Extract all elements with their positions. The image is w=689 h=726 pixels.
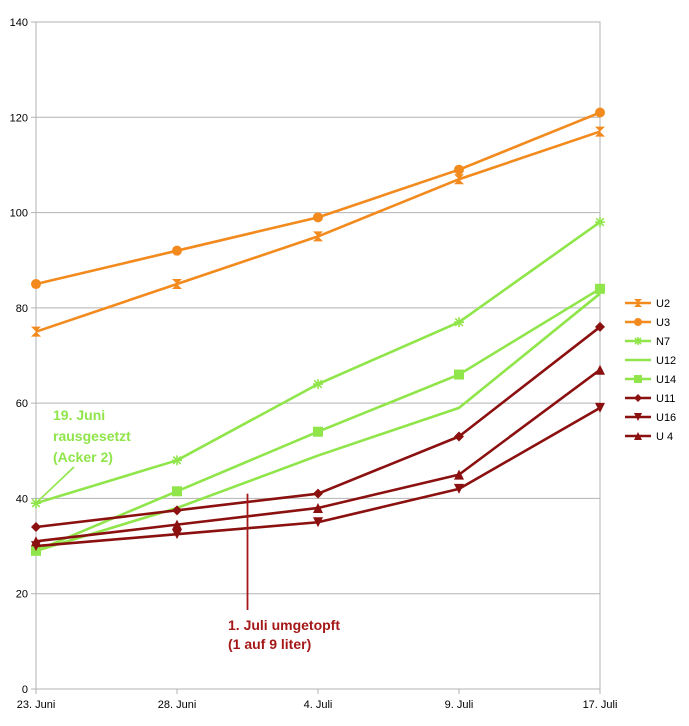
point-marker — [595, 217, 605, 228]
point-marker — [595, 107, 605, 118]
legend-label: N7 — [656, 336, 670, 348]
series-u12 — [35, 292, 601, 553]
annotations: 19. Juni rausgesetzt (Acker 2) 1. Juli umge… — [37, 407, 340, 652]
x-tick-label: 23. Juni — [17, 699, 56, 711]
legend-label: U16 — [656, 412, 676, 424]
axes: 0 20 40 60 80 100 120 140 23. Juni 28. Juni 4. Jul… — [10, 17, 618, 711]
point-marker — [313, 231, 323, 242]
point-marker — [634, 318, 642, 326]
series-u3 — [31, 107, 605, 290]
point-marker — [313, 379, 323, 390]
y-tick-label: 0 — [22, 684, 28, 696]
point-marker — [172, 486, 182, 497]
point-marker — [595, 283, 605, 294]
annotation-text: rausgesetzt — [53, 428, 131, 444]
legend-item: N7 — [625, 336, 670, 348]
point-marker — [454, 164, 464, 175]
point-marker — [454, 317, 464, 328]
star-stroke — [172, 455, 182, 465]
series-u14 — [31, 283, 605, 556]
annotation-rausgesetzt: 19. Juni rausgesetzt (Acker 2) — [37, 407, 131, 502]
series-n7 — [31, 217, 605, 509]
series-u16 — [31, 402, 605, 552]
point-marker — [172, 519, 182, 530]
legend-label: U2 — [656, 298, 670, 310]
y-tick-label: 140 — [10, 17, 28, 29]
star-stroke — [595, 217, 605, 227]
point-marker — [634, 375, 642, 383]
legend-item: U3 — [625, 317, 670, 329]
x-tick-label: 17. Juli — [583, 699, 618, 711]
point-marker — [595, 402, 605, 413]
data-series — [31, 107, 605, 556]
annotation-arrow — [37, 466, 75, 502]
annotation-umgetopft: 1. Juli umgetopft (1 auf 9 liter) — [228, 493, 340, 652]
legend-item: U16 — [625, 412, 676, 424]
legend-label: U3 — [656, 317, 670, 329]
point-marker — [634, 337, 642, 345]
plot-border — [35, 21, 601, 690]
point-marker — [454, 174, 464, 185]
point-marker — [313, 517, 323, 528]
point-marker — [634, 432, 642, 440]
legend-label: U11 — [656, 393, 675, 405]
x-tick-label: 28. Juni — [158, 699, 197, 711]
point-marker — [172, 455, 182, 466]
point-marker — [454, 483, 464, 494]
point-marker — [595, 321, 605, 332]
point-marker — [595, 364, 605, 375]
point-marker — [31, 522, 41, 533]
y-tick-label: 100 — [10, 208, 28, 220]
series-line — [35, 292, 601, 553]
series-u11 — [31, 321, 605, 533]
point-marker — [313, 426, 323, 437]
point-marker — [634, 299, 642, 307]
x-tick-label: 9. Juli — [445, 699, 474, 711]
point-marker — [454, 369, 464, 380]
point-marker — [31, 536, 41, 547]
point-marker — [172, 279, 182, 290]
legend-item: U11 — [625, 393, 675, 405]
series-line — [35, 111, 601, 286]
point-marker — [313, 488, 323, 499]
legend-label: U 4 — [656, 431, 673, 443]
y-tick-label: 120 — [10, 112, 28, 124]
point-marker — [31, 279, 41, 290]
legend-item: U2 — [625, 298, 670, 310]
point-marker — [172, 529, 182, 540]
point-marker — [454, 431, 464, 442]
point-marker — [454, 469, 464, 480]
star-stroke — [634, 337, 642, 345]
legend-item: U 4 — [625, 431, 673, 443]
point-marker — [313, 212, 323, 223]
point-marker — [172, 245, 182, 256]
point-marker — [634, 413, 642, 421]
legend-label: U12 — [656, 355, 676, 367]
series-u4 — [31, 364, 605, 547]
x-tick-label: 4. Juli — [304, 699, 333, 711]
y-tick-label: 80 — [16, 303, 28, 315]
point-marker — [634, 394, 642, 402]
star-stroke — [454, 317, 464, 327]
legend-item: U12 — [625, 355, 676, 367]
point-marker — [313, 502, 323, 513]
annotation-text: 19. Juni — [53, 407, 105, 423]
legend: U2 U3 N7 U12 U14 U11 U16 U 4 — [625, 298, 676, 443]
point-marker — [595, 126, 605, 137]
y-tick-label: 40 — [16, 493, 28, 505]
annotation-text: (1 auf 9 liter) — [228, 636, 311, 652]
legend-item: U14 — [625, 374, 676, 386]
annotation-text: (Acker 2) — [53, 449, 113, 465]
annotation-text: 1. Juli umgetopft — [228, 617, 340, 633]
point-marker — [31, 326, 41, 337]
y-tick-label: 20 — [16, 589, 28, 601]
legend-label: U14 — [656, 374, 676, 386]
y-tick-label: 60 — [16, 398, 28, 410]
star-stroke — [313, 379, 323, 389]
series-u2 — [31, 126, 605, 337]
point-marker — [172, 505, 182, 516]
